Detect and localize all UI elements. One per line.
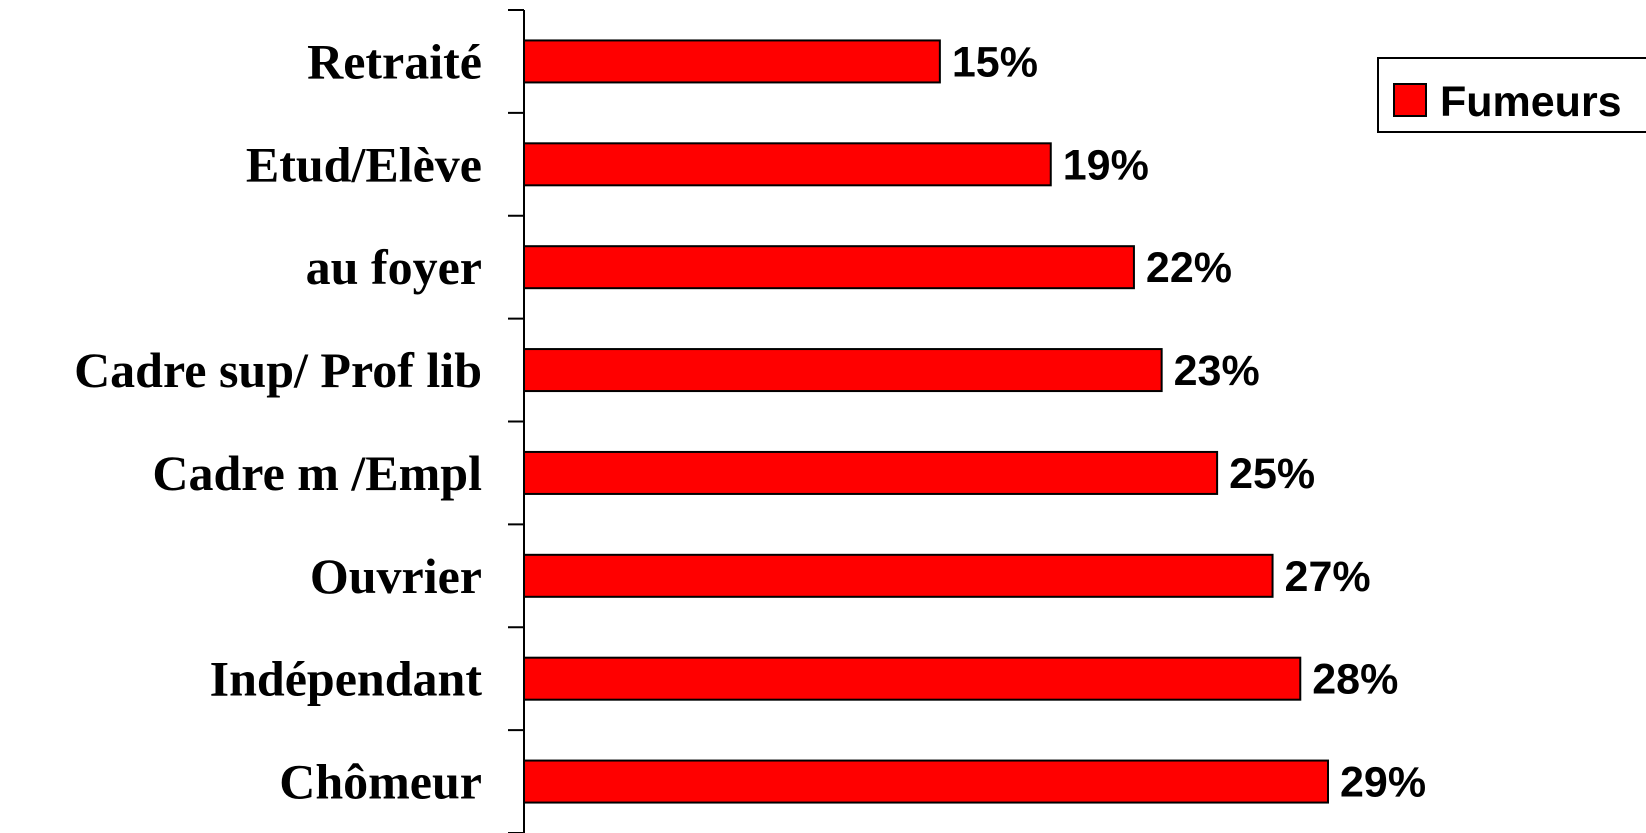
bar: [523, 553, 1274, 598]
legend: Fumeurs: [1377, 57, 1646, 133]
data-label: 27%: [1285, 553, 1371, 601]
category-label: Chômeur: [279, 754, 482, 810]
legend-label: Fumeurs: [1440, 78, 1622, 126]
bar: [523, 142, 1052, 187]
category-axis: [508, 9, 525, 833]
category-label: Etud/Elève: [246, 136, 482, 192]
data-label: 28%: [1312, 656, 1398, 704]
category-label: Ouvrier: [310, 548, 482, 604]
legend-swatch: [1393, 83, 1427, 117]
category-label: Indépendant: [210, 651, 483, 707]
category-label: au foyer: [306, 239, 482, 295]
bar: [523, 245, 1135, 290]
bar: [523, 656, 1302, 701]
category-label: Cadre m /Empl: [152, 445, 482, 501]
data-label: 19%: [1063, 141, 1149, 189]
data-label: 15%: [952, 38, 1038, 86]
data-label: 29%: [1340, 759, 1426, 807]
category-label: Cadre sup/ Prof lib: [74, 342, 482, 398]
bar: [523, 348, 1163, 393]
data-label: 22%: [1146, 244, 1232, 292]
bar: [523, 450, 1219, 495]
category-label: Retraité: [307, 33, 482, 89]
bars: [523, 39, 1329, 804]
data-label: 23%: [1174, 347, 1260, 395]
bar: [523, 39, 941, 84]
bar: [523, 759, 1329, 804]
data-label: 25%: [1229, 450, 1315, 498]
data-labels: 15% 19% 22% 23% 25% 27% 28% 29%: [952, 38, 1426, 806]
category-labels: Retraité Etud/Elève au foyer Cadre sup/ Pro…: [74, 33, 482, 809]
